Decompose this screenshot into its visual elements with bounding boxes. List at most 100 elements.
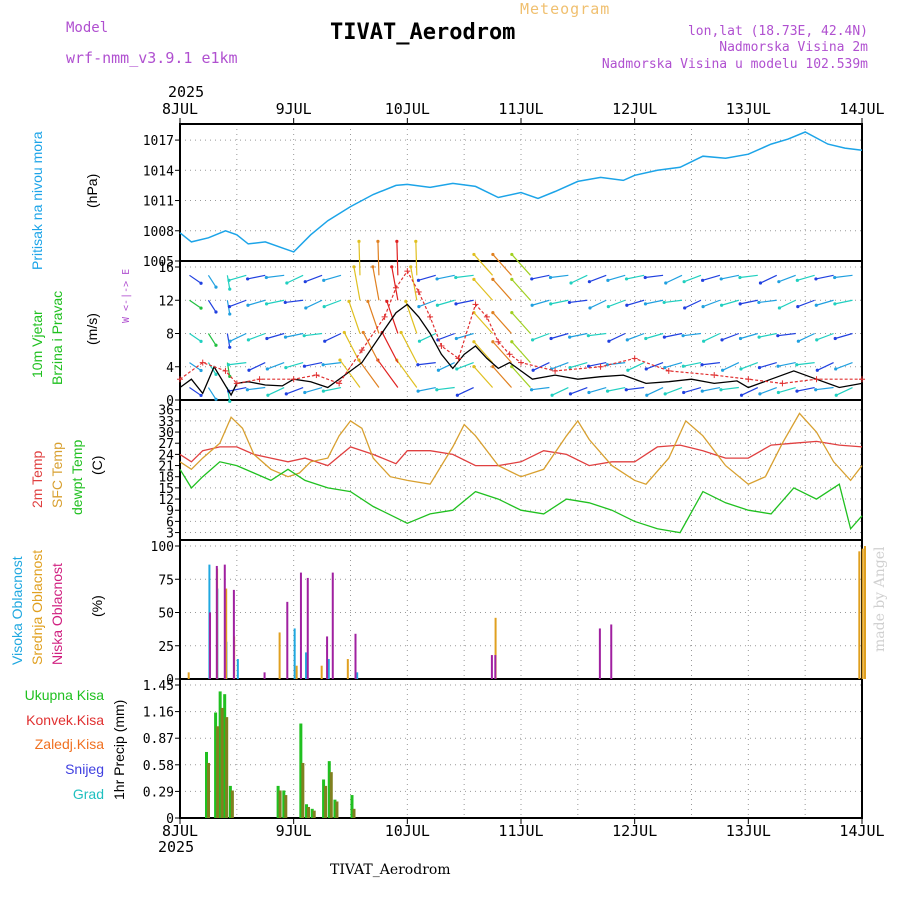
precip-ytick-label: 1.45 [143, 679, 174, 694]
wind-barb [377, 241, 380, 276]
precip-bar [218, 691, 222, 818]
wind-barb-head [757, 300, 761, 305]
wind-barb [531, 386, 550, 391]
cloud-bar [223, 564, 226, 679]
wind-barb-head [214, 372, 218, 376]
wind-barb-head [226, 363, 231, 367]
pressure-ytick-label: 1005 [143, 255, 174, 270]
wind-barb-head [588, 306, 592, 310]
wind-barb [645, 299, 664, 305]
wind-barb-head [395, 239, 399, 243]
wind-barb-head [758, 281, 763, 285]
wind-barb-head [322, 305, 326, 309]
wind-barb [607, 386, 626, 392]
wind-barb-head [796, 305, 800, 309]
wind-barb [473, 278, 494, 301]
wind-barb-head [662, 335, 666, 339]
wind-barb-head [701, 278, 705, 282]
cloud-ytick-label: 100 [151, 540, 174, 555]
wind-barb-head [454, 275, 458, 280]
wind-barb-head [302, 364, 307, 368]
wind-barb [646, 386, 664, 396]
cloud-bar [326, 636, 329, 679]
wind-barb [740, 362, 759, 370]
wind-barb [492, 254, 512, 276]
wind-barb [664, 332, 683, 338]
temperature-ytick-label: 33 [158, 415, 174, 430]
wind-barb [645, 332, 664, 340]
wind-barb-head [529, 388, 534, 392]
precip-bar [299, 723, 303, 818]
wind-barb-head [214, 310, 218, 314]
wind-title-2: Brzina i Pravac [49, 291, 65, 385]
wind-barb-head [834, 393, 838, 397]
wind-barb [418, 299, 436, 308]
pressure-ytick-label: 1017 [143, 134, 174, 149]
temp-series-line-0 [179, 440, 863, 467]
wind-ytick-label: 0 [166, 394, 174, 409]
wind-barb-head [644, 336, 648, 341]
x-tick-label-bottom: 10JUL [385, 822, 430, 840]
wind-barb [777, 362, 796, 367]
wind-barb-head [700, 363, 704, 367]
wind-barb [816, 332, 834, 341]
x-tick-label-bottom: 8JUL [162, 822, 198, 840]
wind-barb-head [228, 287, 232, 291]
model-elevation-label: Nadmorska Visina u modelu 102.539m [601, 57, 868, 72]
wind-barb-head [321, 389, 325, 393]
wind-barb [665, 274, 683, 284]
wind-barb-head [776, 390, 781, 395]
pressure-title: Pritisak na nivou mora [29, 131, 45, 270]
wind-barb [702, 274, 721, 281]
wind-barb [569, 332, 588, 338]
precip-bar [282, 790, 286, 818]
temperature-ytick-label: 18 [158, 471, 174, 486]
wind-barb [511, 341, 531, 363]
wind-barb-head [347, 299, 351, 303]
wind-barb [531, 299, 550, 306]
temp-ylabel: (C) [89, 456, 105, 475]
temperature-ytick-label: 15 [158, 482, 174, 497]
wind-barb [683, 386, 702, 394]
temp-legend-dewpt: dewpt Temp [69, 440, 85, 515]
precip-bar [335, 801, 339, 818]
precip-bar [329, 772, 333, 818]
wind-barb [550, 274, 569, 279]
wind-barb-head [264, 275, 268, 280]
wind-barb-head [247, 368, 251, 372]
wind-barb [758, 332, 777, 338]
wind-barb [247, 299, 266, 306]
wind-barb [588, 386, 607, 394]
precip-bar [322, 779, 326, 818]
wind-barb [456, 362, 474, 370]
wind-barb [285, 332, 304, 338]
footer-station: TIVAT_Aerodrom [330, 862, 451, 878]
x-tick-label-top: 14JUL [839, 100, 884, 118]
wind-barb-head [414, 239, 418, 243]
cloud-bar [232, 589, 235, 679]
wind-barb-head [491, 340, 495, 344]
wind-barb-head [625, 338, 629, 342]
wind-barb-head [303, 390, 307, 395]
wind-barb [511, 366, 531, 388]
temperature-ytick-label: 24 [158, 448, 174, 463]
wind-barb [607, 274, 626, 281]
precip-legend-item: Snijeg [65, 761, 104, 777]
wind-barb [796, 386, 815, 392]
wind-barb-head [701, 305, 705, 309]
wind-ylabel: (m/s) [84, 313, 100, 345]
wind-barb [267, 386, 285, 396]
wind-barb-head [385, 299, 389, 303]
wind-barb [305, 274, 323, 283]
x-tick-label-bottom: 14JUL [839, 822, 884, 840]
wind-barb [229, 332, 247, 342]
wind-barb-head [626, 368, 630, 372]
precip-bar [333, 799, 337, 818]
wind-barb [741, 386, 759, 396]
wind-barb-head [472, 365, 476, 369]
wind-barb [228, 361, 247, 366]
wind-barb-head [199, 306, 203, 310]
wind-barb-head [302, 334, 306, 338]
precip-ylabel: 1hr Precip (mm) [111, 700, 127, 800]
